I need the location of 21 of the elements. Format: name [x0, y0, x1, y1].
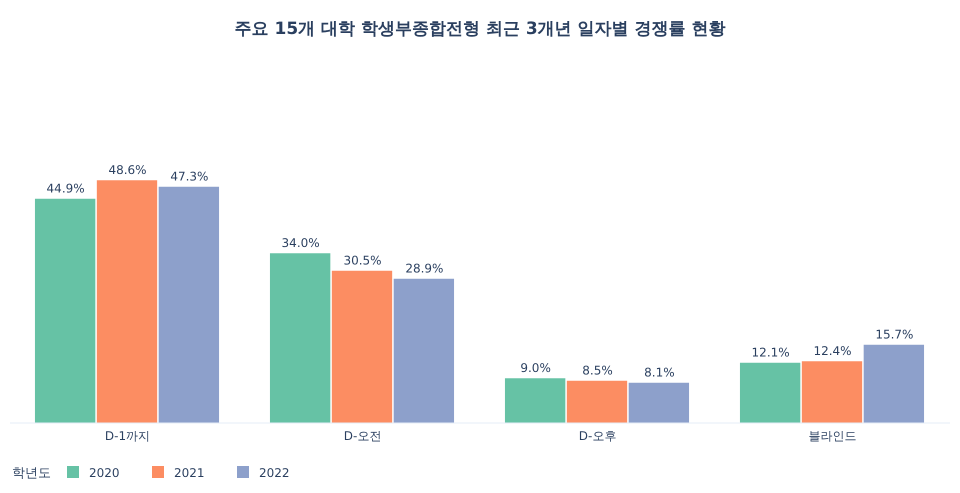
- data-label: 15.7%: [875, 328, 914, 342]
- data-label: 30.5%: [343, 254, 382, 268]
- data-label: 34.0%: [282, 236, 320, 250]
- data-label: 12.1%: [752, 346, 790, 360]
- data-label: 44.9%: [46, 182, 85, 196]
- legend-title: 학년도: [12, 466, 51, 481]
- data-label: 9.0%: [520, 361, 551, 375]
- data-label: 8.1%: [644, 366, 675, 380]
- data-label: 48.6%: [108, 163, 147, 177]
- chart-title: 주요 15개 대학 학생부종합전형 최근 3개년 일자별 경쟁률 현황: [234, 19, 726, 39]
- legend-label: 2021: [174, 466, 205, 480]
- data-label: 8.5%: [582, 364, 613, 378]
- data-label: 47.3%: [170, 170, 208, 184]
- x-tick-label: D-오후: [578, 429, 616, 443]
- legend-label: 2020: [89, 466, 120, 480]
- x-tick-label: D-1까지: [104, 429, 150, 443]
- legend-label: 2022: [259, 466, 290, 480]
- x-tick-label: 블라인드: [808, 429, 856, 443]
- data-label: 12.4%: [813, 344, 852, 358]
- x-tick-label: D-오전: [344, 429, 382, 443]
- data-label: 28.9%: [405, 262, 444, 276]
